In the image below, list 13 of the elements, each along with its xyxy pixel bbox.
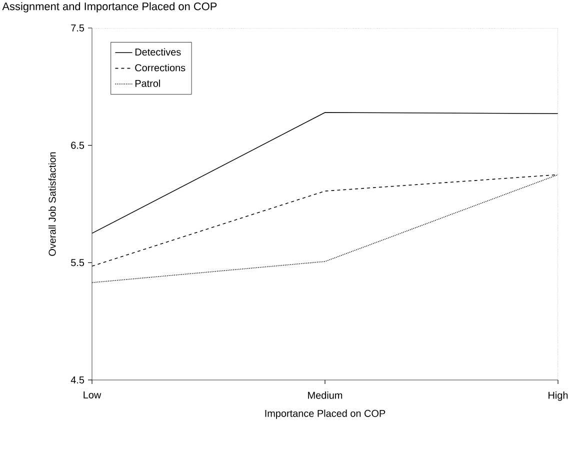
y-tick-label: 6.5 (71, 142, 84, 149)
x-tick-label: Low (84, 392, 102, 398)
y-tick-label: 4.5 (70, 376, 84, 384)
legend-label: Corrections (135, 64, 186, 72)
y-axis-title: Overall Job Satisfaction (48, 152, 56, 256)
x-tick-label: Medium (308, 392, 342, 399)
y-tick-label: 5.5 (71, 259, 84, 266)
x-axis-title: Importance Placed on COP (265, 410, 386, 419)
legend-label: Patrol (135, 80, 160, 87)
legend-label: Detectives (135, 48, 181, 56)
y-tick-label: 7.5 (71, 24, 84, 32)
x-tick-label: High (548, 392, 568, 401)
chart-title: Assignment and Importance Placed on COP (2, 2, 217, 12)
